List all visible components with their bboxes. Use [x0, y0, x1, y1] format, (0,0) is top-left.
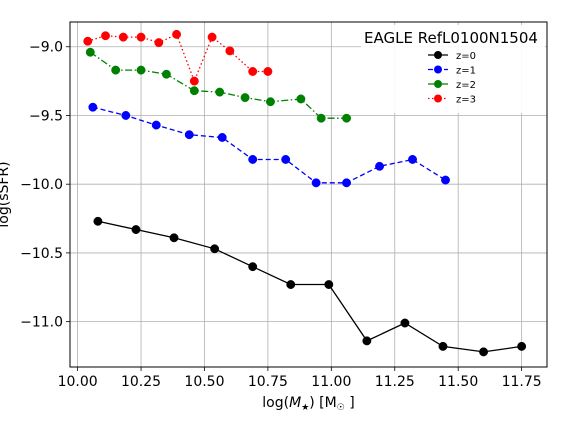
data-point: [400, 318, 410, 328]
data-point: [248, 67, 258, 76]
data-point: [161, 69, 171, 79]
data-point: [172, 29, 182, 39]
data-point: [342, 113, 352, 123]
x-tick-label: 11.00: [311, 374, 351, 390]
series-line-z=1: [92, 106, 446, 184]
data-point: [311, 178, 321, 188]
series-z=1: [88, 102, 450, 188]
series-z=0: [93, 216, 527, 357]
data-point: [225, 46, 235, 56]
data-point: [207, 32, 217, 42]
legend-label-z=1: z=1: [456, 66, 476, 77]
y-tick-label: −9.5: [29, 108, 63, 124]
data-point: [517, 341, 527, 351]
legend-marker-z=0: [434, 51, 442, 59]
x-tick-label: 11.25: [375, 374, 415, 390]
tick-layer: 10.00 10.25 10.50 10.75 11.00 11.25 11.50 11.75…: [20, 40, 542, 390]
series-layer: [83, 29, 527, 357]
data-point: [316, 113, 326, 123]
y-tick-label: −9.0: [29, 40, 63, 56]
data-point: [88, 102, 98, 112]
x-tick-label: 10.75: [248, 374, 288, 390]
data-point: [189, 76, 199, 86]
data-point: [240, 93, 250, 103]
x-axis-title: log(M★) [M☉ ]: [262, 395, 354, 413]
y-tick-label: −10.5: [20, 246, 63, 262]
data-point: [248, 262, 258, 272]
y-axis-title: log(sSFR): [0, 161, 12, 227]
data-point: [265, 97, 275, 107]
x-tick-label: 11.75: [502, 374, 542, 390]
legend-label-z=0: z=0: [456, 51, 476, 62]
data-point: [362, 336, 372, 346]
data-point: [93, 216, 103, 226]
data-point: [438, 341, 448, 351]
data-point: [210, 244, 220, 254]
legend-marker-z=1: [434, 65, 442, 74]
data-point: [169, 233, 179, 243]
x-tick-label: 10.25: [121, 374, 161, 390]
data-point: [121, 111, 131, 120]
x-tick-label: 10.50: [184, 374, 224, 390]
data-point: [342, 178, 352, 188]
data-point: [408, 155, 417, 164]
data-point: [101, 31, 110, 41]
data-point: [324, 280, 334, 289]
plot-frame: [69, 21, 548, 368]
data-point: [286, 280, 296, 289]
data-point: [281, 155, 291, 164]
legend-label-z=3: z=3: [456, 95, 476, 106]
legend-entries: z=0 z=1 z=2 z=3: [428, 51, 476, 106]
data-point: [296, 94, 306, 104]
data-point: [83, 36, 93, 46]
legend-title: EAGLE RefL0100N1504: [364, 29, 538, 47]
data-point: [217, 133, 227, 142]
data-point: [215, 87, 225, 97]
data-point: [184, 130, 194, 140]
series-line-z=0: [97, 220, 522, 353]
data-point: [189, 86, 199, 96]
y-tick-label: −10.0: [20, 177, 63, 193]
legend-marker-z=2: [434, 80, 442, 88]
x-tick-label: 11.50: [438, 374, 478, 390]
data-point: [136, 65, 146, 75]
series-z=3: [83, 29, 273, 86]
data-point: [136, 32, 146, 42]
legend-box: [361, 25, 545, 113]
data-point: [263, 67, 273, 76]
data-point: [441, 175, 450, 185]
y-tick-label: −11.0: [20, 315, 63, 331]
data-point: [111, 65, 121, 75]
data-point: [151, 120, 161, 130]
data-point: [85, 47, 95, 57]
legend: EAGLE RefL0100N1504 z=0 z=1 z=2 z=3: [361, 25, 545, 113]
data-point: [375, 161, 384, 171]
data-point: [248, 155, 258, 164]
data-point: [479, 347, 489, 357]
legend-label-z=2: z=2: [456, 80, 476, 91]
data-point: [131, 225, 141, 234]
series-z=2: [85, 47, 352, 123]
legend-marker-z=3: [434, 94, 442, 103]
data-point: [154, 38, 164, 48]
x-tick-label: 10.00: [58, 374, 98, 390]
data-point: [118, 32, 128, 42]
